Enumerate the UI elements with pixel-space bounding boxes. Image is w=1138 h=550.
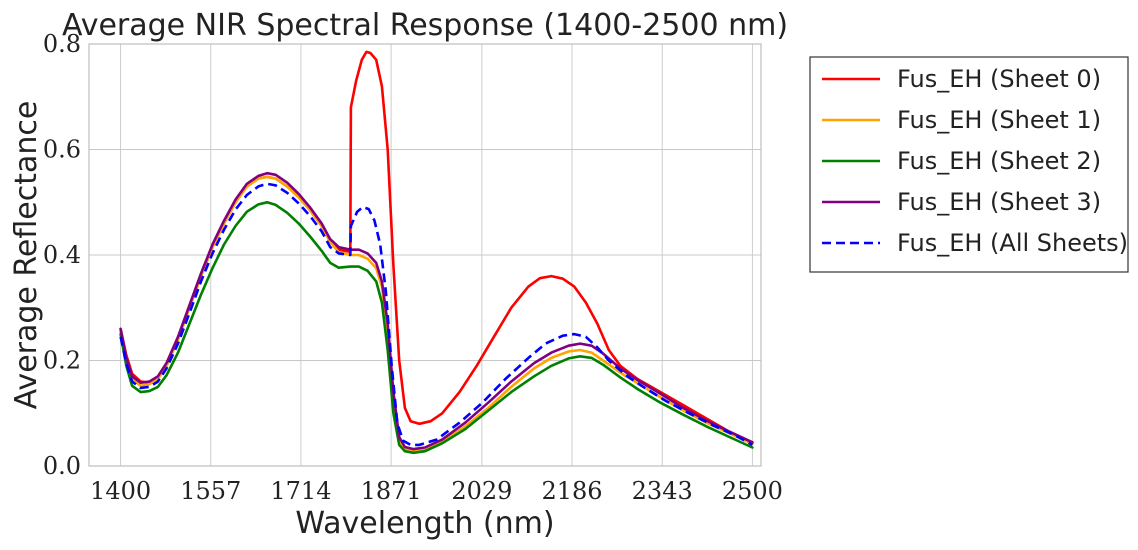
legend-label-1: Fus_EH (Sheet 1) [897, 106, 1101, 134]
chart-title: Average NIR Spectral Response (1400-2500… [62, 8, 788, 43]
legend: Fus_EH (Sheet 0) Fus_EH (Sheet 1) Fus_EH (… [809, 56, 1129, 273]
y-tick-label: 0.0 [43, 452, 81, 480]
x-tick-label: 2500 [722, 477, 783, 505]
y-tick-label: 0.8 [43, 30, 81, 58]
series-line-2 [119, 201, 754, 455]
y-tick-label: 0.2 [43, 347, 81, 375]
x-tick-label: 2343 [632, 477, 693, 505]
y-axis-label: Average Reflectance [9, 101, 44, 410]
y-axis-ticks: 0.0 0.2 0.4 0.6 0.8 [43, 30, 81, 480]
x-tick-label: 1871 [361, 477, 422, 505]
legend-label-3: Fus_EH (Sheet 3) [897, 188, 1101, 216]
x-tick-label: 1714 [270, 477, 331, 505]
x-tick-label: 2186 [541, 477, 602, 505]
plot-frame [88, 43, 762, 467]
plot-area [88, 43, 762, 467]
legend-label-0: Fus_EH (Sheet 0) [897, 65, 1101, 93]
legend-box [809, 56, 1129, 273]
x-tick-label: 1557 [180, 477, 241, 505]
legend-entries: Fus_EH (Sheet 0) Fus_EH (Sheet 1) Fus_EH (… [822, 65, 1128, 257]
x-tick-label: 1400 [90, 477, 151, 505]
legend-label-4: Fus_EH (All Sheets) [897, 229, 1128, 257]
series-lines [119, 50, 754, 455]
y-tick-label: 0.4 [43, 241, 81, 269]
series-line-1 [119, 175, 754, 453]
x-tick-label: 2029 [451, 477, 512, 505]
series-line-0 [119, 50, 754, 444]
y-tick-label: 0.6 [43, 136, 81, 164]
series-line-4 [119, 182, 754, 447]
x-axis-label: Wavelength (nm) [295, 506, 554, 541]
x-axis-ticks: 1400 1557 1714 1871 2029 2186 2343 2500 [90, 477, 783, 505]
legend-label-2: Fus_EH (Sheet 2) [897, 147, 1101, 175]
series-line-3 [119, 171, 754, 451]
